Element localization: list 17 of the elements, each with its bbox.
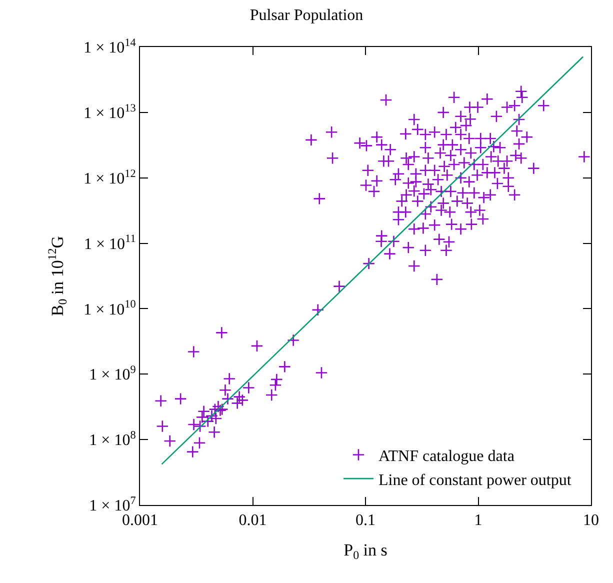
x-axis-title: P$_{0}$ in s bbox=[344, 540, 388, 562]
y-tick-label: 1 × 10$^{11}$ bbox=[84, 233, 136, 253]
chart-title: Pulsar Population bbox=[250, 6, 364, 24]
x-tick-label: 10 bbox=[583, 512, 599, 530]
legend-label: Line of constant power output bbox=[378, 472, 572, 489]
x-tick-label: 0.01 bbox=[238, 512, 267, 530]
y-tick-label: 1 × 10$^{10}$ bbox=[84, 298, 136, 318]
legend-label: ATNF catalogue data bbox=[378, 448, 514, 465]
y-tick-label: 1 × 10$^{9}$ bbox=[89, 364, 136, 384]
y-tick-label: 1 × 10$^{12}$ bbox=[84, 168, 136, 188]
y-tick-label: 1 × 10$^{14}$ bbox=[84, 36, 136, 57]
y-tick-label: 1 × 10$^{8}$ bbox=[89, 429, 136, 450]
y-tick-label: 1 × 10$^{7}$ bbox=[89, 494, 136, 515]
x-tick-label: 1 bbox=[474, 512, 482, 530]
x-tick-label: 0.1 bbox=[356, 512, 376, 530]
x-tick-label: 0.001 bbox=[122, 512, 158, 530]
y-tick-label: 1 × 10$^{13}$ bbox=[84, 102, 136, 122]
